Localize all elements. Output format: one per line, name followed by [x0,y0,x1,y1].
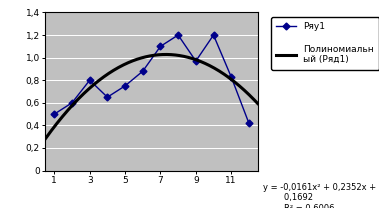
Ряу1 [105,96,110,98]
Ряу1 [229,76,233,78]
Полиномиальн
ый (Ряд1) [43,137,48,140]
Ряу1 [247,122,251,124]
Ряу1 [211,34,216,36]
Text: y = -0,0161x² + 0,2352x +
        0,1692
        R² = 0,6006: y = -0,0161x² + 0,2352x + 0,1692 R² = 0,… [263,183,376,208]
Ряу1 [141,70,145,72]
Полиномиальн
ый (Ряд1) [174,54,179,56]
Ряу1 [70,102,74,104]
Полиномиальн
ый (Ряд1) [223,74,227,76]
Ряу1 [158,45,163,48]
Line: Полиномиальн
ый (Ряд1): Полиномиальн ый (Ряд1) [45,54,258,139]
Полиномиальн
ый (Ряд1) [44,136,49,139]
Ряу1 [52,113,56,115]
Ряу1 [176,34,180,36]
Полиномиальн
ый (Ряд1) [255,102,260,105]
Полиномиальн
ый (Ряд1) [169,53,174,56]
Ряу1 [194,60,198,62]
Line: Ряу1: Ряу1 [52,33,251,126]
Полиномиальн
ый (Ряд1) [164,53,168,56]
Полиномиальн
ый (Ряд1) [236,84,241,87]
Полиномиальн
ый (Ряд1) [170,53,175,56]
Legend: Ряу1, Полиномиальн
ый (Ряд1): Ряу1, Полиномиальн ый (Ряд1) [271,17,379,70]
Ряу1 [88,79,92,82]
Ряу1 [123,85,127,87]
